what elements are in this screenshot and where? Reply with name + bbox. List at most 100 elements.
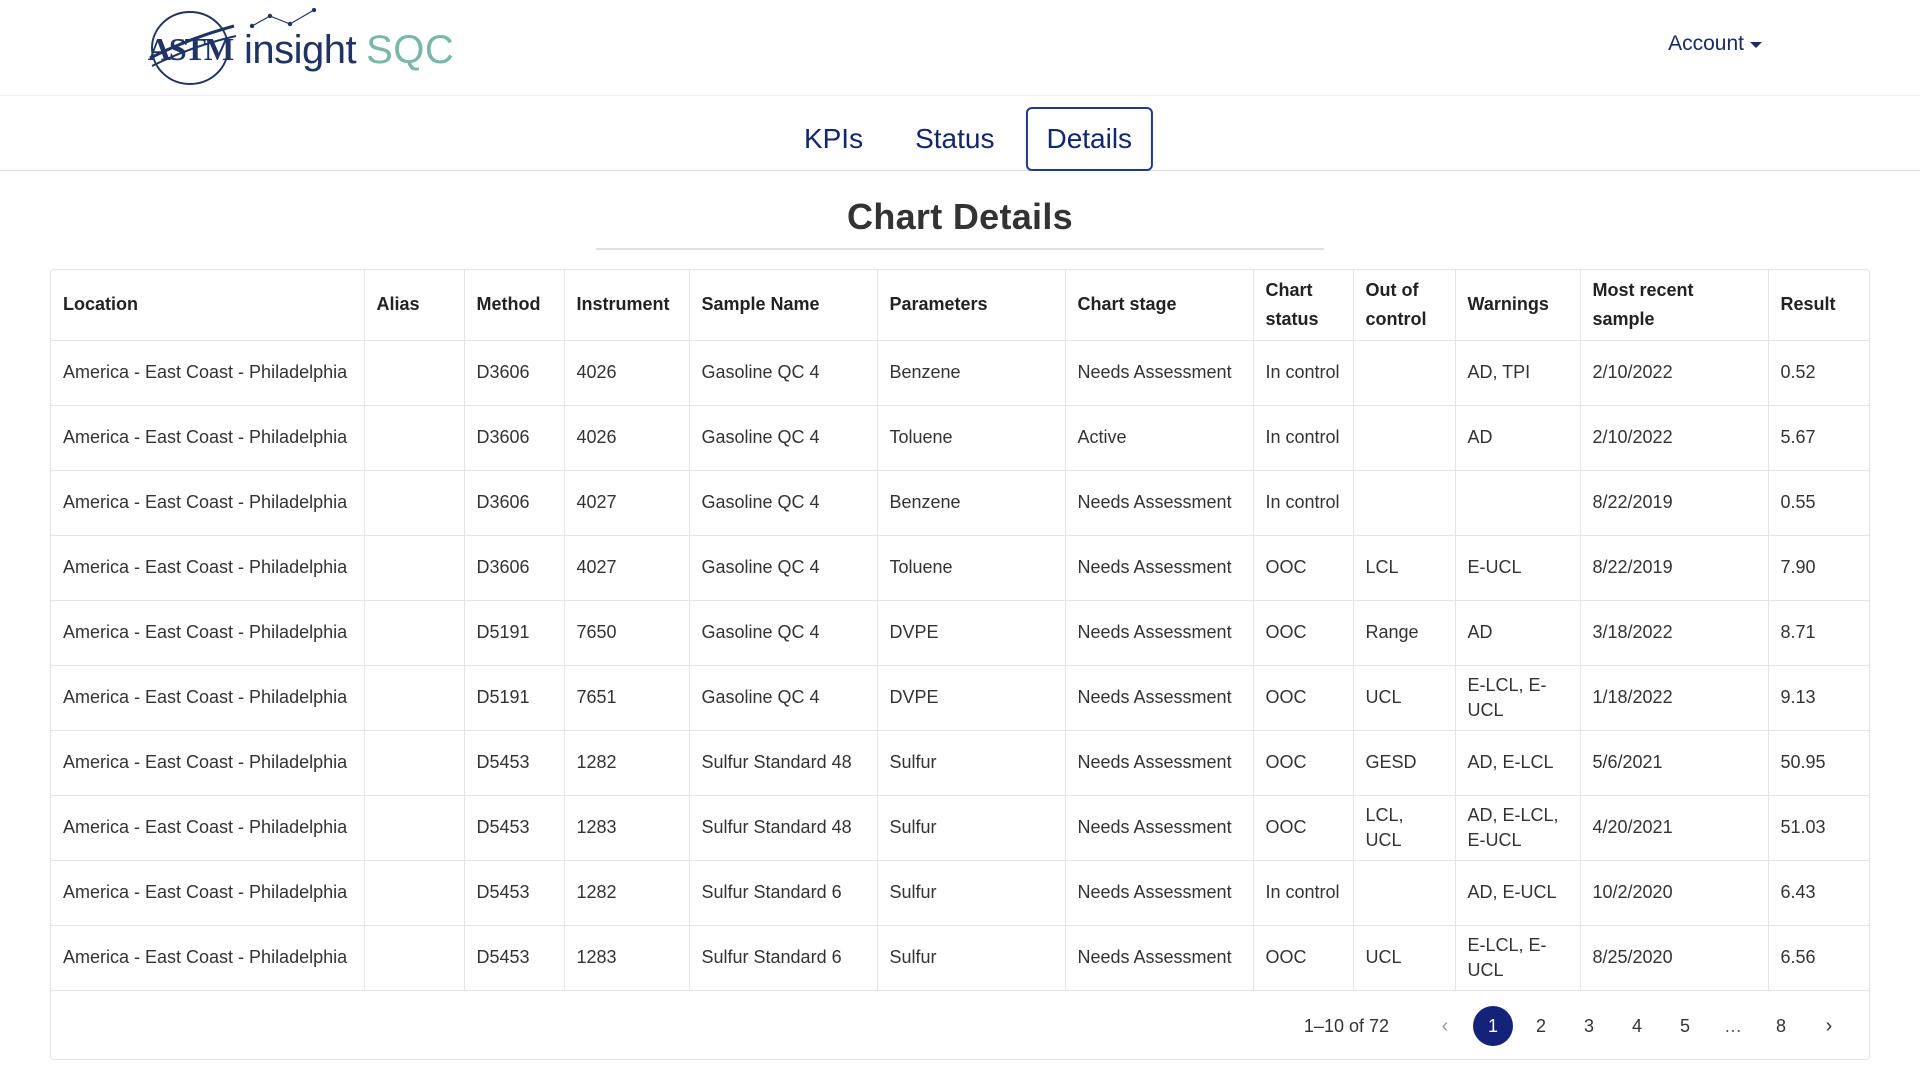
page-button-4[interactable]: 4 [1631, 1015, 1642, 1036]
column-header-alias[interactable]: Alias [364, 270, 465, 341]
tab-list: KPIs Status Details [783, 107, 1154, 171]
wordmark-insight-text: insight [244, 27, 357, 72]
cell-chart-stage: Active [1065, 405, 1254, 471]
chevron-right-icon[interactable]: › [1825, 1014, 1833, 1037]
pagination-range: 1–10 of 72 [1303, 1015, 1389, 1036]
tab-details[interactable]: Details [1025, 107, 1154, 171]
cell-chart-stage: Needs Assessment [1065, 665, 1254, 731]
cell-instrument: 7651 [564, 665, 690, 731]
astm-logo-text: ASTM [148, 31, 234, 67]
cell-result: 6.43 [1768, 860, 1869, 926]
cell-result: 0.55 [1768, 470, 1869, 536]
cell-warnings: E-LCL, E-UCL [1455, 665, 1581, 731]
cell-parameters: Sulfur [877, 860, 1066, 926]
cell-chart-status: OOC [1253, 925, 1354, 991]
cell-method: D5453 [464, 925, 565, 991]
table-row[interactable]: America - East Coast - Philadelphia D3606… [51, 470, 1869, 536]
cell-chart-status: In control [1253, 470, 1354, 536]
page-button-3[interactable]: 3 [1583, 1015, 1594, 1036]
column-header-parameters[interactable]: Parameters [877, 270, 1066, 341]
cell-out-of-control: LCL, UCL [1353, 795, 1456, 861]
cell-chart-stage: Needs Assessment [1065, 340, 1254, 406]
account-menu[interactable]: Account [1668, 32, 1762, 56]
column-header-sample-name[interactable]: Sample Name [689, 270, 878, 341]
cell-chart-status: In control [1253, 405, 1354, 471]
column-header-most-recent-sample[interactable]: Most recent sample [1580, 270, 1769, 341]
cell-chart-stage: Needs Assessment [1065, 535, 1254, 601]
cell-chart-stage: Needs Assessment [1065, 860, 1254, 926]
cell-out-of-control: GESD [1353, 730, 1456, 796]
chart-details-table: Location Alias Method Instrument Sample … [51, 270, 1869, 991]
cell-most-recent-sample: 10/2/2020 [1580, 860, 1769, 926]
connected-dots-icon [249, 7, 317, 28]
cell-method: D3606 [464, 405, 565, 471]
table-row[interactable]: America - East Coast - Philadelphia D5191… [51, 665, 1869, 731]
cell-chart-status: OOC [1253, 665, 1354, 731]
column-header-chart-stage[interactable]: Chart stage [1065, 270, 1254, 341]
cell-method: D5453 [464, 860, 565, 926]
table-row[interactable]: America - East Coast - Philadelphia D3606… [51, 535, 1869, 601]
table-row[interactable]: America - East Coast - Philadelphia D5453… [51, 925, 1869, 991]
cell-most-recent-sample: 2/10/2022 [1580, 340, 1769, 406]
cell-warnings: E-UCL [1455, 535, 1581, 601]
cell-location: America - East Coast - Philadelphia [51, 665, 365, 731]
cell-method: D5191 [464, 665, 565, 731]
cell-location: America - East Coast - Philadelphia [51, 860, 365, 926]
table-row[interactable]: America - East Coast - Philadelphia D3606… [51, 340, 1869, 406]
cell-parameters: Sulfur [877, 795, 1066, 861]
cell-sample-name: Sulfur Standard 6 [689, 860, 878, 926]
page-button-8[interactable]: 8 [1775, 1015, 1786, 1036]
page-button-1[interactable]: 1 [1473, 1006, 1513, 1046]
column-header-out-of-control[interactable]: Out of control [1353, 270, 1456, 341]
chevron-left-icon[interactable]: ‹ [1441, 1014, 1449, 1037]
cell-warnings: AD, E-UCL [1455, 860, 1581, 926]
tab-kpis[interactable]: KPIs [803, 123, 864, 154]
account-label: Account [1668, 32, 1744, 55]
cell-out-of-control [1353, 405, 1456, 471]
cell-method: D3606 [464, 470, 565, 536]
cell-result: 6.56 [1768, 925, 1869, 991]
cell-location: America - East Coast - Philadelphia [51, 600, 365, 666]
wordmark-sqc: SQC [366, 27, 455, 72]
column-header-result[interactable]: Result [1768, 270, 1869, 341]
column-header-method[interactable]: Method [464, 270, 565, 341]
cell-most-recent-sample: 8/22/2019 [1580, 535, 1769, 601]
table-row[interactable]: America - East Coast - Philadelphia D5191… [51, 600, 1869, 666]
cell-sample-name: Gasoline QC 4 [689, 405, 878, 471]
tab-status[interactable]: Status [915, 123, 995, 154]
table-row[interactable]: America - East Coast - Philadelphia D5453… [51, 860, 1869, 926]
table-row[interactable]: America - East Coast - Philadelphia D5453… [51, 795, 1869, 861]
cell-instrument: 1283 [564, 795, 690, 861]
cell-sample-name: Gasoline QC 4 [689, 665, 878, 731]
cell-method: D3606 [464, 340, 565, 406]
cell-parameters: Sulfur [877, 925, 1066, 991]
cell-alias [364, 925, 465, 991]
column-header-chart-status[interactable]: Chart status [1253, 270, 1354, 341]
cell-location: America - East Coast - Philadelphia [51, 405, 365, 471]
cell-location: America - East Coast - Philadelphia [51, 925, 365, 991]
column-header-warnings[interactable]: Warnings [1455, 270, 1581, 341]
column-header-location[interactable]: Location [51, 270, 365, 341]
app-header: ASTM insight SQC Account [0, 0, 1920, 96]
cell-out-of-control [1353, 470, 1456, 536]
logo[interactable]: ASTM insight SQC [146, 7, 455, 88]
cell-sample-name: Gasoline QC 4 [689, 470, 878, 536]
cell-out-of-control [1353, 860, 1456, 926]
cell-most-recent-sample: 4/20/2021 [1580, 795, 1769, 861]
cell-parameters: Benzene [877, 470, 1066, 536]
cell-warnings: AD, TPI [1455, 340, 1581, 406]
cell-parameters: Benzene [877, 340, 1066, 406]
page-button-5[interactable]: 5 [1679, 1015, 1690, 1036]
page-button-2[interactable]: 2 [1535, 1015, 1546, 1036]
cell-warnings [1455, 470, 1581, 536]
cell-method: D5191 [464, 600, 565, 666]
cell-sample-name: Sulfur Standard 48 [689, 795, 878, 861]
page-title: Chart Details [847, 196, 1073, 237]
cell-alias [364, 340, 465, 406]
cell-alias [364, 795, 465, 861]
caret-down-icon [1750, 42, 1762, 48]
table-row[interactable]: America - East Coast - Philadelphia D5453… [51, 730, 1869, 796]
cell-instrument: 1282 [564, 860, 690, 926]
table-row[interactable]: America - East Coast - Philadelphia D3606… [51, 405, 1869, 471]
column-header-instrument[interactable]: Instrument [564, 270, 690, 341]
